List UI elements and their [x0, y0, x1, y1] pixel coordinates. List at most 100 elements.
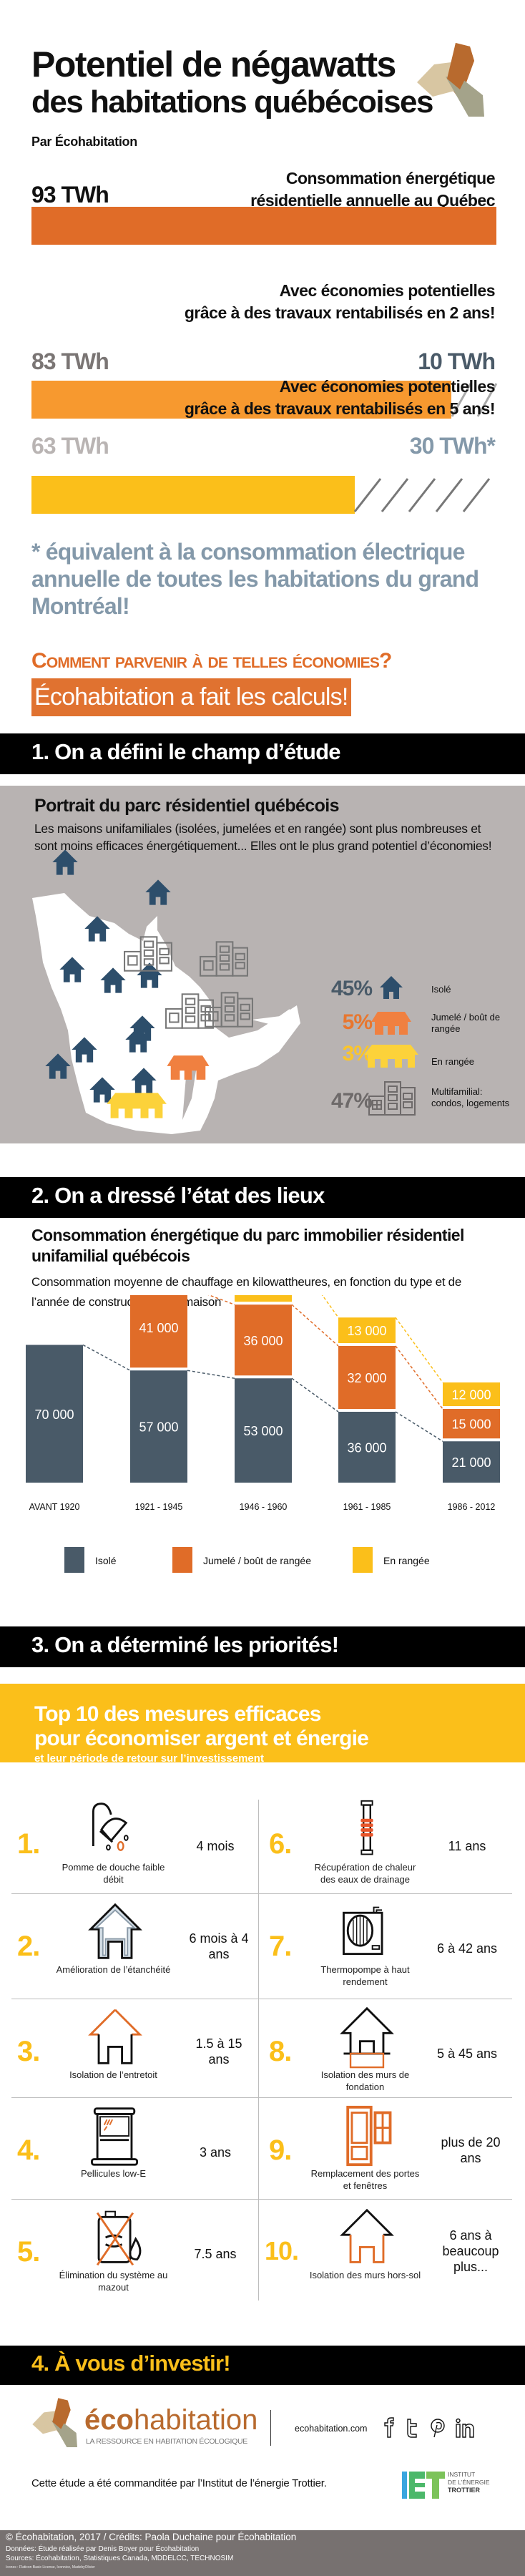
measure-payback: 5 à 45 ans: [436, 2046, 498, 2061]
footer-sources: Sources: Écohabitation, Statistiques Can…: [6, 2555, 234, 2562]
chart-connector: [82, 1344, 131, 1371]
logo-eco: éco: [84, 2404, 134, 2436]
top10-title-line2: pour économiser argent et énergie: [34, 1727, 369, 1750]
apartment-building-icon: [368, 1081, 416, 1116]
measure-label: Amélioration de l’étanchéité: [56, 1964, 171, 1975]
pinterest-icon[interactable]: [431, 2419, 445, 2438]
measure-number: 9.: [269, 2135, 292, 2166]
chart-data-label: 57 000: [139, 1420, 178, 1435]
chart-data-label: 13 000: [347, 1324, 386, 1338]
map-house-icon: [52, 849, 78, 875]
window-icon: [79, 2104, 151, 2166]
chart-data-label: 41 000: [139, 1321, 178, 1335]
linkedin-icon[interactable]: [456, 2418, 474, 2438]
bar3-consumption-bar: [31, 476, 355, 514]
chart-connector: [321, 1295, 339, 1318]
measure-payback: 6 mois à 4 ans: [189, 1931, 249, 1961]
measure-payback: 7.5 ans: [194, 2247, 237, 2261]
legend-pct-isole: 45%: [330, 977, 373, 1000]
section-4-title: 4. À vous d’investir!: [31, 2351, 231, 2376]
measure-payback: 6 à 42 ans: [436, 1941, 498, 1956]
twitter-icon[interactable]: [407, 2419, 417, 2438]
chart-connector: [395, 1345, 443, 1410]
measure-number: 10.: [265, 2236, 299, 2265]
bar1-heading: Consommation énergétique résidentielle a…: [250, 167, 495, 212]
footer-data: Données: Étude réalisée par Denis Boyer …: [6, 2545, 200, 2553]
chart-x-label: 1946 - 1960: [240, 1502, 288, 1512]
measure-payback: 4 mois: [196, 1839, 235, 1853]
semi-detached-house-icon: [371, 1012, 411, 1035]
house-icon: [380, 976, 403, 999]
section-1-header: 1. On a défini le champ d’étude: [0, 733, 525, 774]
bar3-consumption-value: 63 TWh: [31, 433, 109, 459]
measure-label: Isolation de l’entretoit: [69, 2069, 157, 2080]
grid-vertical-divider: [258, 1800, 259, 2301]
measure-label: Pellicules low-E: [80, 2168, 147, 2179]
section-2-header: 2. On a dressé l’état des lieux: [0, 1177, 525, 1218]
row-house-icon: [364, 1045, 418, 1068]
byline: Par Écohabitation: [31, 135, 137, 149]
measure-label: Isolation des murs de fondation: [320, 2069, 410, 2092]
bar2-consumption-bar: [31, 381, 451, 419]
measure-label: Isolation des murs hors-sol: [309, 2270, 421, 2280]
measure-label: Thermopompe à haut rendement: [320, 1964, 410, 1987]
top10-subtitle: et leur période de retour sur l’investis…: [34, 1752, 264, 1765]
measure-label: Élimination du système au mazout: [59, 2270, 168, 2293]
map-house-icon: [89, 1077, 115, 1103]
section-3-header: 3. On a déterminé les priorités!: [0, 1626, 525, 1667]
chart-data-label: 53 000: [243, 1424, 283, 1438]
measure-item: 10. Isolation des murs hors-sol 6 ans à be…: [263, 2200, 510, 2301]
sponsor-text: Cette étude a été commanditée par l’Inst…: [31, 2477, 327, 2489]
iet-logo: INSTITUT DE L’ÉNERGIE TROTTIER: [402, 2469, 495, 2500]
chart-x-label: AVANT 1920: [29, 1502, 80, 1512]
measure-label: Récupération de chaleur des eaux de drai…: [314, 1862, 416, 1885]
facebook-icon[interactable]: [384, 2417, 394, 2438]
bar2-heading: Avec économies potentielles grâce à des …: [184, 280, 496, 324]
chart-bar-jumele: [130, 1295, 187, 1368]
measure-number: 6.: [269, 1828, 292, 1860]
top10-banner: [0, 1684, 525, 1762]
chart-bar-isole: [235, 1378, 292, 1483]
logo-tagline: LA RESSOURCE EN HABITATION ÉCOLOGIQUE: [86, 2437, 247, 2446]
bar3-savings-value: 30 TWh*: [409, 433, 496, 459]
legend-label-rangee: En rangée: [431, 1056, 474, 1067]
chart-connector: [187, 1370, 235, 1379]
chart-data-label: 70 000: [34, 1407, 74, 1422]
door-window-icon: [331, 2104, 403, 2167]
portrait-text: Les maisons unifamiliales (isolées, jume…: [34, 821, 492, 853]
top10-title-line1: Top 10 des mesures efficaces: [34, 1702, 321, 1726]
bar2-heading-line2: grâce à des travaux rentabilisés en 2 an…: [184, 303, 496, 322]
map-row-house-icon: [107, 1093, 167, 1118]
bar1-heading-line1: Consommation énergétique: [285, 169, 496, 187]
grid-divider: [11, 2199, 512, 2200]
map-house-icon: [72, 1037, 97, 1063]
chart-data-label: 36 000: [347, 1441, 386, 1455]
map-semi-detached-icon: [167, 1055, 210, 1080]
logo-habitation: habitation: [133, 2404, 258, 2436]
chart-data-label: 15 000: [451, 1418, 491, 1432]
bar2-consumption-value: 83 TWh: [31, 348, 109, 374]
measure-number: 5.: [17, 2236, 40, 2268]
map-apartment-icon: [124, 936, 172, 972]
footer-credits: © Écohabitation, 2017 / Crédits: Paola D…: [6, 2532, 297, 2542]
wall-house-icon: [331, 2206, 403, 2263]
map-house-icon: [125, 1027, 151, 1053]
footer: [0, 2530, 525, 2576]
measure-item: 2. Amélioration de l’étanchéité 6 mois à 4…: [11, 1895, 258, 2000]
ecohabitation-logo[interactable]: écohabitation LA RESSOURCE EN HABITATION…: [29, 2396, 257, 2453]
legend-label: Isolé: [95, 1555, 117, 1566]
measure-item: 3. Isolation de l’entretoit 1.5 à 15 ans: [11, 2000, 258, 2099]
grid-divider: [11, 1893, 512, 1894]
map-house-icon: [137, 962, 162, 988]
chart-bar-jumele: [338, 1346, 396, 1409]
map-house-icon: [100, 967, 126, 993]
chart-connector: [291, 1377, 339, 1413]
measure-number: 3.: [17, 2036, 40, 2067]
footnote: * équivalent à la consommation électriqu…: [31, 539, 479, 619]
foundation-house-icon: [331, 2006, 403, 2069]
website-link[interactable]: ecohabitation.com: [295, 2424, 368, 2434]
bar3-heading-line2: grâce à des travaux rentabilisés en 5 an…: [184, 399, 496, 418]
bar3-heading: Avec économies potentielles grâce à des …: [184, 376, 496, 420]
chart-x-label: 1961 - 1985: [343, 1502, 391, 1512]
how-question: Comment parvenir à de telles économies?: [31, 649, 392, 673]
